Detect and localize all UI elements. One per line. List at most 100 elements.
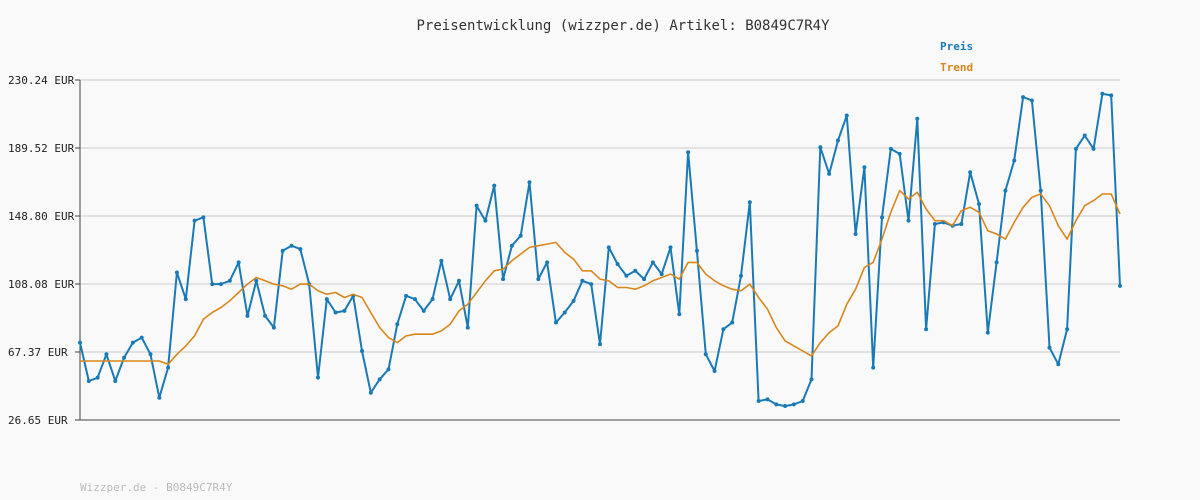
data-point-preis <box>465 325 470 330</box>
data-point-preis <box>985 330 990 335</box>
data-point-preis <box>219 282 224 287</box>
data-point-preis <box>871 365 876 370</box>
data-point-preis <box>333 310 338 315</box>
data-point-preis <box>783 404 788 409</box>
data-point-preis <box>1021 95 1026 100</box>
y-tick-label: 26.65 EUR <box>8 414 68 427</box>
data-point-preis <box>553 320 558 325</box>
data-point-preis <box>439 258 444 263</box>
data-point-preis <box>1073 146 1078 151</box>
data-point-preis <box>95 375 100 380</box>
data-point-preis <box>324 297 329 302</box>
data-point-preis <box>844 113 849 118</box>
data-point-preis <box>483 218 488 223</box>
data-point-preis <box>818 145 823 150</box>
data-point-preis <box>959 222 964 227</box>
data-point-preis <box>122 355 127 360</box>
data-point-preis <box>589 282 594 287</box>
data-point-preis <box>862 165 867 170</box>
data-point-preis <box>280 248 285 253</box>
chart-title: Preisentwicklung (wizzper.de) Artikel: B… <box>416 18 830 34</box>
data-point-preis <box>642 277 647 282</box>
data-point-preis <box>827 171 832 176</box>
data-point-preis <box>668 245 673 250</box>
data-point-preis <box>932 222 937 227</box>
data-point-preis <box>545 260 550 265</box>
legend-entry-trend: Trend <box>940 61 974 74</box>
data-point-preis <box>492 183 497 188</box>
data-point-preis <box>271 325 276 330</box>
data-point-preis <box>686 150 691 155</box>
data-point-preis <box>501 277 506 282</box>
data-point-preis <box>360 348 365 353</box>
data-point-preis <box>800 399 805 404</box>
data-point-preis <box>730 320 735 325</box>
data-point-preis <box>624 273 629 278</box>
series-lines <box>78 91 1122 409</box>
data-point-preis <box>412 297 417 302</box>
data-point-preis <box>377 377 382 382</box>
data-point-preis <box>1082 133 1087 138</box>
data-point-preis <box>1118 283 1122 288</box>
data-point-preis <box>342 308 347 313</box>
data-point-preis <box>1029 98 1034 103</box>
data-point-preis <box>78 340 82 345</box>
data-point-preis <box>1109 93 1114 98</box>
data-point-preis <box>157 395 162 400</box>
data-point-preis <box>448 297 453 302</box>
data-point-preis <box>245 313 250 318</box>
data-point-preis <box>562 310 567 315</box>
data-point-preis <box>518 233 523 238</box>
data-point-preis <box>386 367 391 372</box>
data-point-preis <box>615 262 620 267</box>
data-point-preis <box>201 215 206 220</box>
data-point-preis <box>368 390 373 395</box>
data-point-preis <box>703 352 708 357</box>
footer-text: Wizzper.de - B0849C7R4Y <box>80 481 233 494</box>
data-point-preis <box>888 146 893 151</box>
data-point-preis <box>289 243 294 248</box>
y-tick-label: 67.37 EUR <box>8 346 68 359</box>
data-point-preis <box>183 297 188 302</box>
data-point-preis <box>580 278 585 283</box>
data-point-preis <box>1065 327 1070 332</box>
data-point-preis <box>527 180 532 185</box>
data-point-preis <box>571 298 576 303</box>
data-point-preis <box>650 260 655 265</box>
data-point-preis <box>1003 188 1008 193</box>
series-line-trend <box>80 189 1121 366</box>
y-tick-label: 189.52 EUR <box>8 142 75 155</box>
grid-lines <box>80 79 1120 353</box>
data-point-preis <box>139 335 144 340</box>
data-point-preis <box>130 340 135 345</box>
data-point-preis <box>1047 345 1052 350</box>
data-point-preis <box>1012 158 1017 163</box>
data-point-preis <box>174 270 179 275</box>
data-point-preis <box>756 399 761 404</box>
data-point-preis <box>598 342 602 347</box>
data-point-preis <box>694 248 699 253</box>
data-point-preis <box>853 232 858 237</box>
y-tick-label: 108.08 EUR <box>8 278 75 291</box>
data-point-preis <box>395 322 400 327</box>
y-tick-label: 148.80 EUR <box>8 210 75 223</box>
data-point-preis <box>915 116 920 121</box>
data-point-preis <box>315 375 320 380</box>
data-point-preis <box>456 278 461 283</box>
legend-entry-preis: Preis <box>940 40 974 53</box>
data-point-preis <box>712 368 717 373</box>
data-point-preis <box>976 201 981 206</box>
data-point-preis <box>765 397 770 402</box>
data-point-preis <box>747 200 752 205</box>
axes: 230.24 EUR 189.52 EUR 148.80 EUR 108.08 EUR… <box>8 74 1120 427</box>
data-point-preis <box>166 365 171 370</box>
data-point-preis <box>906 218 911 223</box>
data-point-preis <box>404 293 409 298</box>
data-point-preis <box>430 297 435 302</box>
data-point-preis <box>254 278 259 283</box>
data-point-preis <box>298 247 303 252</box>
data-point-preis <box>1091 146 1096 151</box>
data-point-preis <box>1038 188 1043 193</box>
data-point-preis <box>897 151 902 156</box>
data-point-preis <box>677 312 682 317</box>
